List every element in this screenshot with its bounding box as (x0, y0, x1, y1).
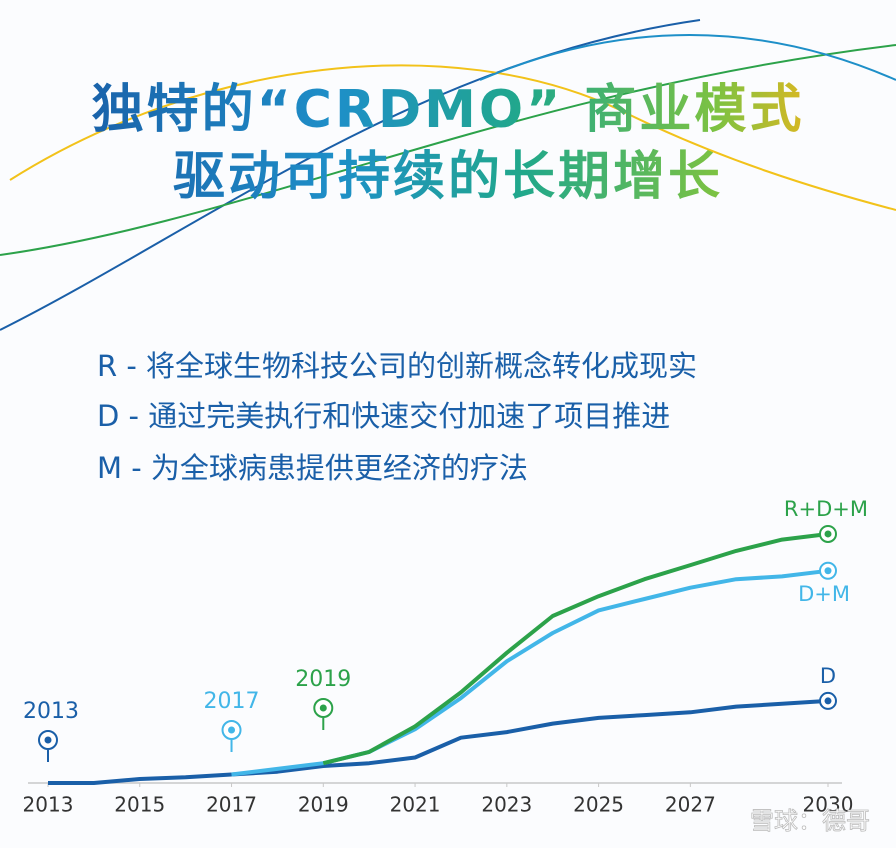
deco-curve (0, 19, 701, 331)
series-label: D (820, 664, 836, 688)
milestone-dot (228, 726, 236, 734)
milestone-dot (44, 736, 52, 744)
x-tick-label: 2021 (390, 793, 441, 817)
series-line (322, 532, 829, 766)
x-tick-label: 2027 (665, 793, 716, 817)
bullet: R - 将全球生物科技公司的创新概念转化成现实 (97, 349, 697, 383)
deco-curve (0, 44, 896, 256)
title-line: 独特的“CRDMO” 商业模式 (92, 80, 805, 140)
deco-curve (479, 34, 896, 81)
end-dot (824, 530, 832, 538)
end-dot (824, 567, 832, 575)
chart: 2013 2015 2017 2019 2021 2023 2025 2027 2030 2013… (23, 497, 868, 817)
deco-curve (9, 64, 896, 211)
series-label: D+M (798, 582, 850, 606)
x-tick-label: 2013 (23, 793, 74, 817)
x-tick-label: 2023 (481, 793, 532, 817)
milestone-label: 2019 (295, 667, 351, 692)
title-line: 驱动可持续的长期增长 (173, 147, 723, 207)
x-tick-label: 2030 (803, 793, 854, 817)
bullet: M - 为全球病患提供更经济的疗法 (97, 451, 528, 485)
x-tick-label: 2025 (573, 793, 624, 817)
x-tick-label: 2015 (114, 793, 165, 817)
milestone-label: 2017 (204, 689, 260, 714)
series-label: R+D+M (784, 497, 868, 521)
series-line (48, 698, 829, 785)
milestone-label: 2013 (23, 699, 79, 724)
milestone-dot (319, 704, 327, 712)
x-tick-label: 2017 (206, 793, 257, 817)
bullet: D - 通过完美执行和快速交付加速了项目推进 (97, 399, 670, 433)
end-dot (824, 697, 832, 705)
watermark: 雪球：德哥 (750, 807, 870, 835)
x-tick-label: 2019 (298, 793, 349, 817)
